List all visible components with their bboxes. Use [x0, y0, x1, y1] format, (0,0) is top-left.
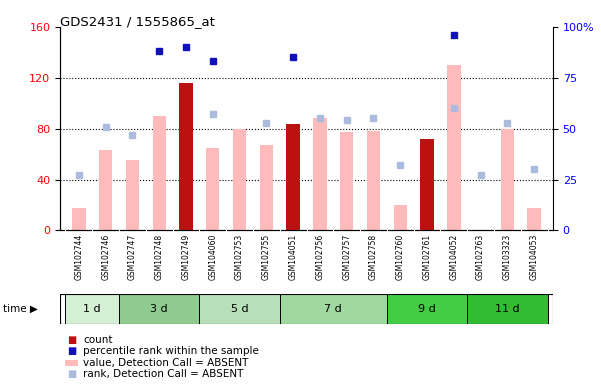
Text: GSM102757: GSM102757: [342, 233, 351, 280]
Bar: [313, 118, 326, 230]
Text: GSM102746: GSM102746: [101, 233, 110, 280]
Bar: [233, 129, 246, 230]
Text: 7 d: 7 d: [325, 304, 342, 314]
Text: GSM103323: GSM103323: [503, 233, 512, 280]
Text: GSM104051: GSM104051: [288, 233, 297, 280]
Text: GSM102761: GSM102761: [423, 233, 432, 280]
Text: GSM102748: GSM102748: [154, 233, 163, 280]
Text: GSM104052: GSM104052: [450, 233, 459, 280]
Bar: [200, 294, 279, 324]
Bar: [206, 148, 219, 230]
Text: 9 d: 9 d: [418, 304, 436, 314]
Text: 1 d: 1 d: [84, 304, 101, 314]
Bar: [420, 139, 434, 230]
Bar: [340, 132, 353, 230]
Bar: [528, 207, 541, 230]
Bar: [447, 65, 460, 230]
Bar: [119, 294, 200, 324]
Text: rank, Detection Call = ABSENT: rank, Detection Call = ABSENT: [83, 369, 243, 379]
Bar: [66, 294, 119, 324]
Bar: [394, 205, 407, 230]
Text: GSM102749: GSM102749: [182, 233, 191, 280]
Bar: [467, 294, 548, 324]
Text: time ▶: time ▶: [3, 304, 38, 314]
Text: GSM102744: GSM102744: [75, 233, 84, 280]
Text: ■: ■: [67, 335, 77, 345]
Text: GSM102753: GSM102753: [235, 233, 244, 280]
Text: GSM104060: GSM104060: [209, 233, 218, 280]
Text: ■: ■: [67, 369, 77, 379]
Text: GSM102747: GSM102747: [128, 233, 137, 280]
Bar: [287, 124, 300, 230]
Bar: [153, 116, 166, 230]
Text: GSM102763: GSM102763: [476, 233, 485, 280]
Bar: [126, 161, 139, 230]
Text: GSM102760: GSM102760: [395, 233, 404, 280]
Text: value, Detection Call = ABSENT: value, Detection Call = ABSENT: [83, 358, 248, 368]
Bar: [501, 129, 514, 230]
Text: GDS2431 / 1555865_at: GDS2431 / 1555865_at: [60, 15, 215, 28]
Text: 3 d: 3 d: [150, 304, 168, 314]
Bar: [179, 83, 193, 230]
Text: GSM102755: GSM102755: [262, 233, 271, 280]
Text: count: count: [83, 335, 112, 345]
Text: GSM104053: GSM104053: [529, 233, 538, 280]
Text: GSM102758: GSM102758: [369, 233, 378, 280]
Bar: [72, 207, 85, 230]
Text: GSM102756: GSM102756: [316, 233, 325, 280]
Bar: [387, 294, 467, 324]
Bar: [367, 131, 380, 230]
Text: percentile rank within the sample: percentile rank within the sample: [83, 346, 259, 356]
Text: ■: ■: [67, 346, 77, 356]
Text: 5 d: 5 d: [231, 304, 248, 314]
Bar: [279, 294, 387, 324]
Bar: [260, 145, 273, 230]
Bar: [99, 150, 112, 230]
Text: 11 d: 11 d: [495, 304, 520, 314]
